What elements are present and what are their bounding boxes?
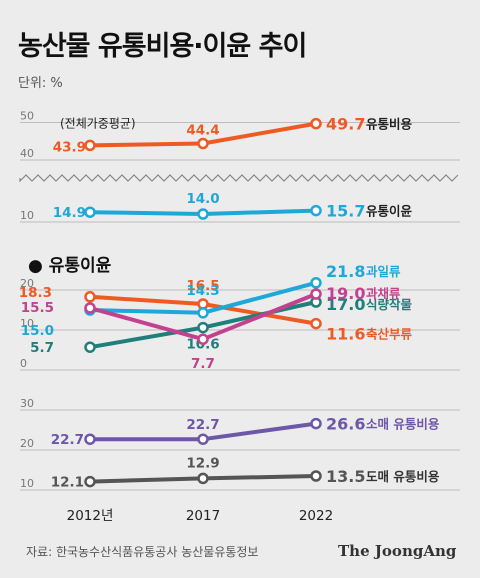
series-과일류: 15.0 14.3 21.8 과일류 <box>21 262 401 339</box>
data-label: 5.7 <box>30 340 54 356</box>
data-point <box>197 208 209 220</box>
series-name-label: 유통비용 <box>366 117 413 132</box>
y-tick-label: 10 <box>20 477 34 490</box>
x-tick-label: 2017 <box>186 508 220 524</box>
data-point <box>310 117 322 130</box>
x-tick-label: 2022 <box>299 508 333 524</box>
data-point <box>310 417 322 430</box>
end-value-label: 17.0 <box>326 295 365 314</box>
y-tick-label: 20 <box>20 277 34 290</box>
data-point <box>84 302 96 314</box>
series-소매-유통비용: 22.7 22.7 26.6 소매 유통비용 <box>51 415 440 449</box>
y-tick-label: 10 <box>20 317 34 330</box>
data-label: 18.3 <box>19 285 52 301</box>
end-value-label: 21.8 <box>326 262 365 281</box>
data-point <box>84 291 96 303</box>
y-tick-label: 40 <box>20 147 34 160</box>
data-point <box>84 433 96 445</box>
series-유통비용: 43.9 44.4 49.7 유통비용 <box>53 115 413 156</box>
y-tick-label: 10 <box>20 209 34 222</box>
x-tick-label: 2012년 <box>67 508 114 524</box>
data-label: 15.0 <box>21 323 54 339</box>
unit-label: 단위: % <box>18 76 63 91</box>
data-point <box>84 341 96 353</box>
data-point <box>84 206 96 218</box>
data-point <box>310 288 322 300</box>
y-tick-label: 50 <box>20 110 34 123</box>
data-label: 22.7 <box>186 417 219 433</box>
data-point <box>310 317 322 330</box>
data-point <box>310 277 322 289</box>
series-name-label: 축산부류 <box>366 327 413 342</box>
data-label: 14.0 <box>186 191 219 207</box>
chart-title: 농산물 유통비용·이윤 추이 <box>18 31 306 62</box>
data-point <box>197 333 209 345</box>
data-point <box>310 470 322 482</box>
data-point <box>84 139 96 152</box>
source-text: 자료: 한국농수산식품유통공사 농산물유통정보 <box>26 545 258 559</box>
data-point <box>197 321 209 334</box>
series-name-label: 과채류 <box>366 286 401 301</box>
end-value-label: 15.7 <box>326 202 365 221</box>
data-point <box>197 307 209 319</box>
y-tick-label: 30 <box>20 397 34 410</box>
data-label: 14.9 <box>53 205 86 221</box>
data-label: 16.5 <box>186 278 219 294</box>
publisher-logo: The JoongAng <box>338 542 457 560</box>
data-point <box>197 472 209 485</box>
series-name-label: 식량작물 <box>366 297 413 312</box>
data-label: 12.1 <box>51 475 84 491</box>
data-point <box>197 137 209 150</box>
data-label: 7.7 <box>191 356 215 372</box>
end-value-label: 11.6 <box>326 325 365 344</box>
series-name-label: 유통이윤 <box>366 204 413 219</box>
axis-break <box>19 174 459 183</box>
data-point <box>84 475 96 488</box>
series-name-label: 과일류 <box>366 264 401 279</box>
series-과채류: 15.5 7.7 19.0 과채류 <box>21 284 401 372</box>
end-value-label: 49.7 <box>326 115 365 134</box>
end-value-label: 26.6 <box>326 415 365 434</box>
data-label: 12.9 <box>186 455 219 471</box>
series-name-label: 소매 유통비용 <box>366 417 440 432</box>
series-축산부류: 18.3 16.5 11.6 축산부류 <box>19 278 413 344</box>
data-label: 15.5 <box>21 300 54 316</box>
series-도매-유통비용: 12.1 12.9 13.5 도매 유통비용 <box>51 455 440 490</box>
panel-note: (전체가중평균) <box>60 117 136 131</box>
data-label: 14.3 <box>186 283 219 299</box>
y-tick-label: 20 <box>20 437 34 450</box>
end-value-label: 19.0 <box>326 284 365 303</box>
panel-subtitle: ● 유통이윤 <box>28 256 112 276</box>
end-value-label: 13.5 <box>326 467 365 486</box>
data-label: 22.7 <box>51 432 84 448</box>
data-label: 44.4 <box>186 123 219 139</box>
series-유통이윤: 14.9 14.0 15.7 유통이윤 <box>53 191 413 221</box>
data-point <box>197 433 209 445</box>
series-name-label: 도매 유통비용 <box>366 469 440 484</box>
y-tick-label: 0 <box>20 357 27 370</box>
data-point <box>310 204 322 217</box>
data-label: 43.9 <box>53 139 86 155</box>
